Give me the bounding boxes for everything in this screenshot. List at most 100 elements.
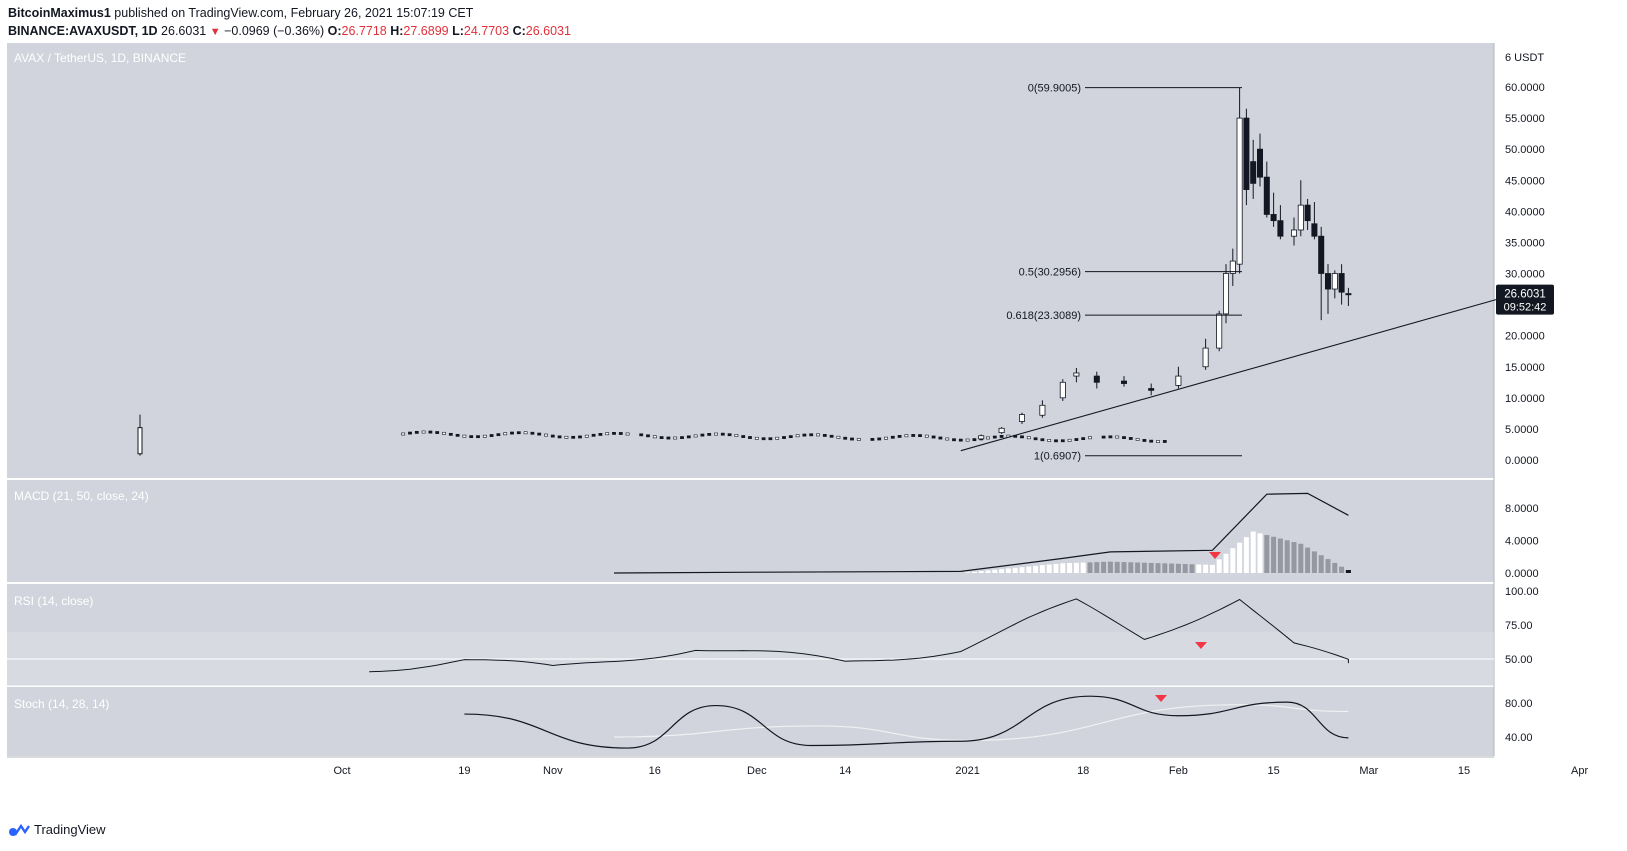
early-candle bbox=[768, 437, 773, 441]
macd-hist-bar bbox=[978, 571, 984, 573]
rsi-y-tick: 100.00 bbox=[1505, 586, 1539, 598]
early-candle bbox=[693, 434, 698, 438]
macd-hist-bar bbox=[1230, 548, 1236, 573]
early-candle bbox=[564, 435, 569, 439]
early-candle bbox=[571, 435, 576, 439]
candle-body bbox=[1331, 273, 1338, 290]
early-candle bbox=[1115, 435, 1120, 439]
main-y-tick: 10.0000 bbox=[1505, 393, 1545, 405]
macd-hist-bar bbox=[1087, 562, 1093, 573]
early-candle bbox=[1047, 439, 1052, 442]
candle-body bbox=[1019, 414, 1026, 422]
early-candle bbox=[748, 436, 752, 439]
first-candle-body bbox=[137, 427, 143, 455]
main-y-tick: 20.0000 bbox=[1505, 331, 1545, 343]
rsi-axis-bg bbox=[1494, 584, 1560, 685]
macd-hist-bar bbox=[1005, 568, 1011, 573]
x-tick-label: 18 bbox=[1077, 765, 1089, 777]
rsi-legend: RSI (14, close) bbox=[14, 594, 93, 608]
x-tick-label: Mar bbox=[1359, 765, 1378, 777]
early-candle bbox=[1060, 439, 1065, 443]
main-y-tick: 5.0000 bbox=[1505, 424, 1539, 436]
macd-hist-bar bbox=[1101, 561, 1107, 573]
main-y-tick: 55.0000 bbox=[1505, 113, 1545, 125]
early-candle bbox=[455, 433, 460, 437]
early-candle bbox=[408, 431, 412, 435]
macd-hist-bar bbox=[1033, 565, 1039, 573]
early-candle bbox=[829, 434, 834, 438]
early-candle bbox=[489, 434, 494, 437]
macd-hist-bar bbox=[1305, 547, 1311, 573]
early-candle bbox=[510, 431, 514, 435]
main-y-unit: 6 USDT bbox=[1505, 52, 1544, 64]
early-candle bbox=[986, 436, 990, 440]
early-candle bbox=[877, 437, 882, 441]
chart-canvas[interactable]: AVAX / TetherUS, 1D, BINANCE 60.0000 55.00… bbox=[0, 0, 1627, 820]
early-candle bbox=[850, 437, 854, 441]
macd-hist-bar bbox=[1298, 543, 1304, 573]
macd-hist-bar bbox=[1053, 563, 1059, 573]
tradingview-logo-icon bbox=[9, 823, 30, 836]
early-candle bbox=[1122, 436, 1126, 439]
candle-body bbox=[1202, 347, 1209, 368]
candle-body bbox=[1263, 176, 1270, 215]
macd-hist-bar bbox=[992, 569, 998, 573]
high-value: 27.6899 bbox=[403, 24, 449, 38]
early-candle bbox=[646, 434, 650, 438]
macd-y-tick: 4.0000 bbox=[1505, 536, 1539, 548]
early-candle bbox=[435, 431, 440, 434]
early-candle bbox=[890, 435, 895, 439]
macd-hist-bar bbox=[1209, 564, 1215, 573]
macd-hist-bar bbox=[1135, 562, 1141, 573]
early-candle bbox=[1054, 439, 1058, 443]
macd-hist-bar bbox=[1332, 562, 1338, 573]
early-candle bbox=[972, 438, 977, 442]
candle-body bbox=[1277, 220, 1284, 237]
early-candle bbox=[795, 434, 800, 438]
main-y-tick: 50.0000 bbox=[1505, 144, 1545, 156]
macd-hist-bar bbox=[1148, 562, 1154, 573]
early-candle bbox=[618, 432, 623, 435]
macd-hist-bar bbox=[1169, 563, 1175, 573]
early-candle bbox=[843, 436, 848, 440]
early-candle bbox=[1101, 435, 1106, 439]
tradingview-brand[interactable]: TradingView bbox=[34, 822, 106, 837]
price-tag-value: 26.6031 bbox=[1504, 289, 1546, 301]
main-axis-bg bbox=[1494, 43, 1560, 478]
early-candle bbox=[952, 438, 956, 442]
early-candle bbox=[809, 433, 814, 437]
x-tick-label: 15 bbox=[1267, 765, 1279, 777]
high-label: H: bbox=[390, 24, 404, 38]
stoch-y-tick: 80.00 bbox=[1505, 698, 1533, 710]
candle-body bbox=[1121, 380, 1128, 384]
early-candle bbox=[550, 434, 555, 438]
early-candle bbox=[673, 436, 678, 440]
x-tick-label: 15 bbox=[1458, 765, 1470, 777]
early-candle bbox=[1149, 439, 1154, 443]
macd-hist-bar bbox=[1060, 563, 1066, 573]
early-candle bbox=[761, 437, 766, 441]
macd-hist-bar bbox=[1067, 563, 1073, 573]
author-name[interactable]: BitcoinMaximus1 bbox=[8, 6, 111, 20]
candle-body bbox=[1175, 375, 1182, 386]
macd-hist-bar bbox=[1121, 562, 1127, 573]
early-candle bbox=[523, 431, 528, 435]
early-candle bbox=[924, 434, 929, 438]
macd-y-tick: 8.0000 bbox=[1505, 503, 1539, 515]
early-candle bbox=[584, 434, 589, 438]
candle-body bbox=[1148, 388, 1155, 391]
macd-hist-bar bbox=[1257, 533, 1263, 573]
stoch-sell-arrow-icon bbox=[1155, 695, 1167, 702]
macd-hist-bar bbox=[971, 571, 977, 573]
early-candle bbox=[884, 436, 888, 440]
macd-hist-bar bbox=[1277, 538, 1283, 573]
candle-body bbox=[1059, 381, 1066, 399]
early-candle bbox=[720, 432, 725, 436]
candle-body bbox=[1216, 313, 1223, 349]
early-candle bbox=[421, 430, 426, 434]
early-candle bbox=[754, 436, 759, 440]
early-candle bbox=[503, 432, 508, 436]
early-candle bbox=[652, 435, 657, 439]
early-candle bbox=[401, 432, 406, 436]
trendline bbox=[960, 294, 1512, 452]
